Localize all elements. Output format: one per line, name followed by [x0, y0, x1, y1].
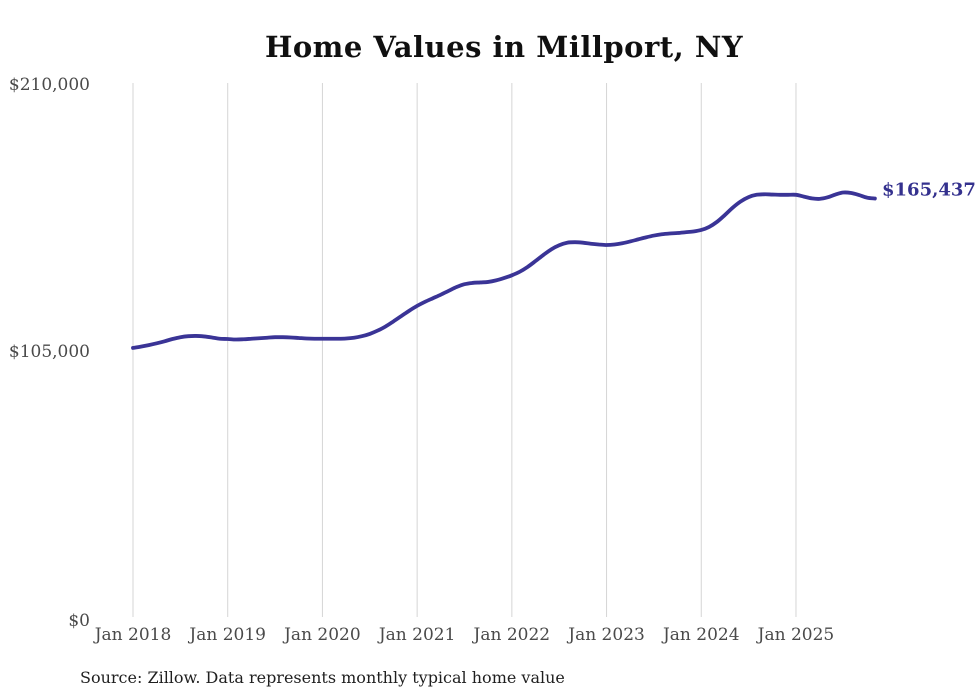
home-value-line	[131, 190, 877, 350]
chart-title: Home Values in Millport, NY	[264, 30, 744, 64]
y-axis-tick-label-zero: $0	[68, 611, 90, 631]
x-axis-tick-label: Jan 2019	[189, 625, 266, 645]
line-end-value-label: $165,437	[882, 179, 976, 201]
x-axis-tick-label: Jan 2023	[568, 625, 645, 645]
y-axis-tick-label-top: $210,000	[8, 75, 90, 95]
x-axis-tick-label: Jan 2025	[757, 625, 835, 645]
x-axis-tick-label: Jan 2022	[473, 625, 551, 645]
y-axis-tick-label-middle: $105,000	[8, 342, 90, 362]
x-axis-tick-label: Jan 2020	[284, 625, 361, 645]
source-note: Source: Zillow. Data represents monthly …	[80, 668, 565, 687]
x-axis-tick-label: Jan 2018	[94, 625, 172, 645]
x-axis-tick-label: Jan 2024	[662, 625, 740, 645]
x-axis-tick-label: Jan 2021	[378, 625, 456, 645]
